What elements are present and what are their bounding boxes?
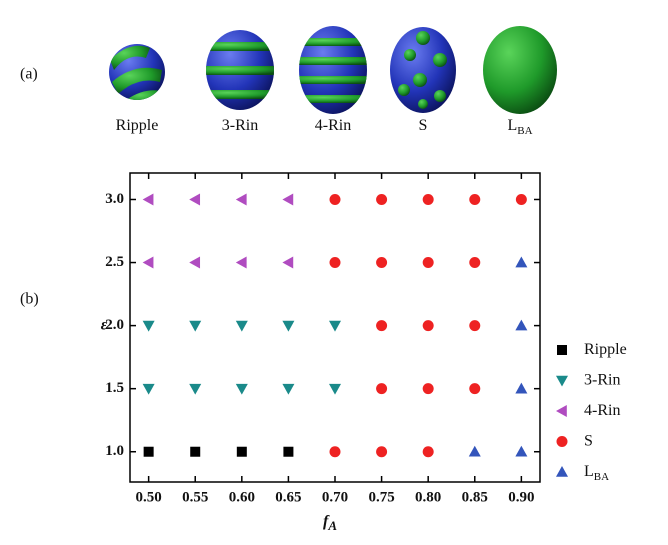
legend-label-main: 4-Rin — [584, 402, 620, 419]
marker-circle — [469, 383, 480, 394]
shape-label-main: S — [419, 117, 428, 134]
marker-triangle-left — [282, 193, 293, 205]
legend-marker — [556, 376, 568, 387]
marker-triangle-left — [282, 257, 293, 269]
marker-triangle-left — [189, 193, 200, 205]
marker-triangle-left — [236, 193, 247, 205]
marker-square — [283, 447, 293, 457]
marker-circle — [423, 383, 434, 394]
panel-label: (a) — [20, 66, 38, 83]
legend-label-main: 3-Rin — [584, 371, 620, 388]
x-axis-label-sub: A — [327, 518, 337, 533]
marker-triangle-left — [189, 257, 200, 269]
marker-circle — [376, 320, 387, 331]
marker-circle — [469, 320, 480, 331]
marker-circle — [469, 257, 480, 268]
marker-triangle-down — [236, 321, 248, 332]
marker-triangle-down — [236, 384, 248, 395]
marker-triangle-up — [515, 383, 527, 394]
shape-label: S — [419, 117, 428, 134]
marker-circle — [376, 257, 387, 268]
marker-triangle-up — [515, 446, 527, 457]
panel-label: (b) — [20, 291, 39, 308]
marker-circle — [330, 446, 341, 457]
marker-square — [190, 447, 200, 457]
marker-circle — [469, 194, 480, 205]
legend-marker — [557, 436, 568, 447]
x-tick-label: 0.60 — [229, 489, 255, 505]
marker-triangle-up — [515, 257, 527, 268]
ripple-shape — [109, 44, 166, 106]
x-tick-label: 0.70 — [322, 489, 348, 505]
legend-label: LBA — [584, 463, 609, 483]
spot-shape — [390, 27, 456, 113]
x-tick-label: 0.85 — [462, 489, 488, 505]
legend-marker — [556, 466, 568, 477]
legend-marker — [557, 345, 567, 355]
marker-triangle-up — [515, 320, 527, 331]
shape-label-sub: BA — [517, 125, 532, 137]
marker-triangle-down — [189, 384, 201, 395]
x-tick-label: 0.80 — [415, 489, 441, 505]
legend-label-sub: BA — [594, 471, 609, 483]
figure: (a) (b) Ripple3-Rin4-RinSLBA0.500.550.60… — [0, 0, 668, 540]
marker-triangle-down — [282, 321, 294, 332]
three-ring-shape — [200, 30, 280, 110]
y-tick-label: 3.0 — [105, 191, 124, 207]
shape-label-main: 3-Rin — [222, 117, 258, 134]
marker-circle — [376, 194, 387, 205]
shape-label: 3-Rin — [222, 117, 258, 134]
marker-triangle-down — [329, 321, 341, 332]
x-tick-label: 0.90 — [508, 489, 534, 505]
marker-square — [237, 447, 247, 457]
marker-triangle-left — [143, 193, 154, 205]
legend-label-main: S — [584, 432, 593, 449]
four-ring-shape — [295, 26, 375, 114]
legend-label: S — [584, 432, 593, 449]
x-tick-label: 0.65 — [275, 489, 301, 505]
marker-circle — [330, 257, 341, 268]
y-tick-label: 2.0 — [105, 317, 124, 333]
x-tick-label: 0.75 — [368, 489, 394, 505]
shape-label: Ripple — [116, 117, 159, 134]
marker-square — [144, 447, 154, 457]
y-tick-label: 1.0 — [105, 443, 124, 459]
marker-circle — [423, 320, 434, 331]
marker-triangle-up — [469, 446, 481, 457]
shape-label: 4-Rin — [315, 117, 351, 134]
marker-circle — [423, 446, 434, 457]
x-tick-label: 0.50 — [136, 489, 162, 505]
marker-circle — [376, 446, 387, 457]
y-tick-label: 2.5 — [105, 254, 124, 270]
x-tick-label: 0.55 — [182, 489, 208, 505]
legend-label-main: Ripple — [584, 341, 627, 358]
marker-triangle-left — [236, 257, 247, 269]
marker-triangle-left — [143, 257, 154, 269]
marker-triangle-down — [189, 321, 201, 332]
legend-label: Ripple — [584, 341, 627, 358]
marker-triangle-down — [143, 321, 155, 332]
marker-triangle-down — [282, 384, 294, 395]
legend-label: 4-Rin — [584, 402, 620, 419]
marker-circle — [423, 257, 434, 268]
shape-label-main: Ripple — [116, 117, 159, 134]
lba-shape — [483, 26, 557, 114]
page: {"panel_a": {"label": "(a)", "shapes": [… — [0, 0, 668, 545]
legend-label-main: L — [584, 463, 594, 480]
y-axis-label: ε — [101, 317, 108, 334]
shape-label-main: L — [507, 117, 517, 134]
marker-circle — [376, 383, 387, 394]
legend-label: 3-Rin — [584, 371, 620, 388]
marker-circle — [330, 194, 341, 205]
y-tick-label: 1.5 — [105, 380, 124, 396]
marker-triangle-down — [329, 384, 341, 395]
marker-triangle-down — [143, 384, 155, 395]
x-axis-label: fA — [323, 513, 337, 533]
legend-marker — [556, 405, 567, 417]
marker-circle — [423, 194, 434, 205]
shape-label-main: 4-Rin — [315, 117, 351, 134]
shape-label: LBA — [507, 117, 532, 137]
marker-circle — [516, 194, 527, 205]
